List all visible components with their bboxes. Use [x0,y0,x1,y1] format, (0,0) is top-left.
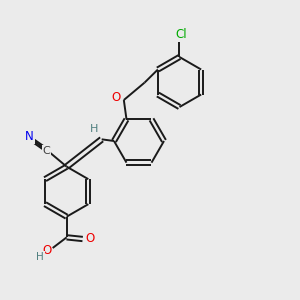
Text: H: H [90,124,98,134]
Text: H: H [36,252,44,262]
Text: N: N [25,130,34,143]
Text: O: O [42,244,51,256]
Text: C: C [43,146,50,156]
Text: O: O [85,232,94,245]
Text: Cl: Cl [176,28,187,41]
Text: O: O [111,91,121,104]
